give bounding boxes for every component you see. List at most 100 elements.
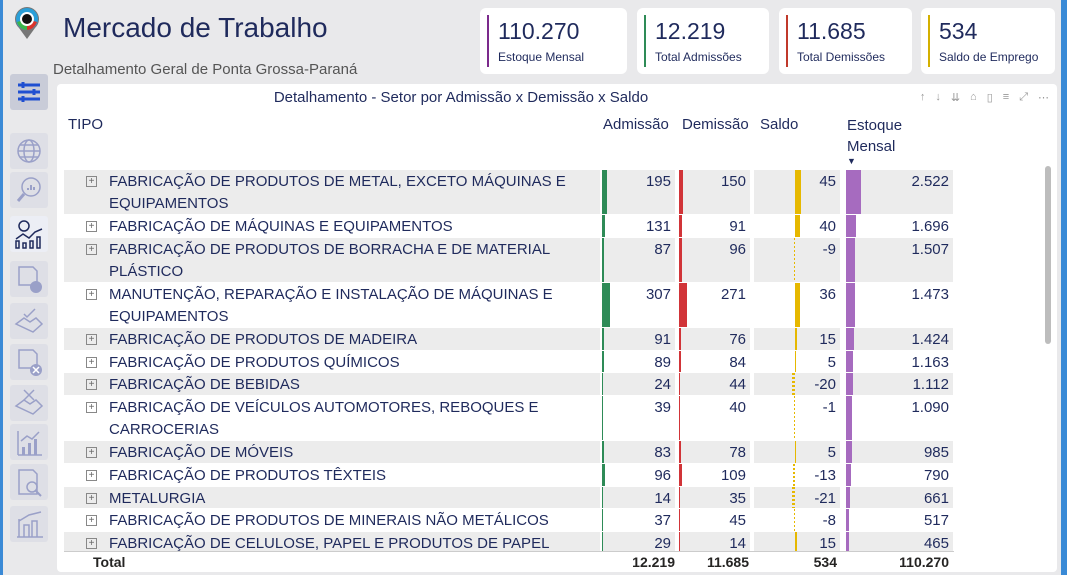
row-name-cell: + MANUTENÇÃO, REPARAÇÃO E INSTALAÇÃO DE M… bbox=[64, 283, 600, 327]
vertical-scrollbar[interactable] bbox=[1045, 166, 1051, 344]
header-estoque-mensal[interactable]: Estoque Mensal bbox=[847, 117, 903, 155]
saldo-value: 45 bbox=[819, 173, 836, 190]
sidebar-item-building-chart[interactable] bbox=[10, 506, 48, 542]
estoque-cell: 517 bbox=[846, 509, 953, 531]
admissao-bar bbox=[602, 328, 605, 350]
estoque-value: 2.522 bbox=[911, 173, 949, 190]
header-tipo[interactable]: TIPO bbox=[68, 116, 104, 133]
admissao-bar bbox=[602, 373, 603, 395]
table-row[interactable]: + FABRICAÇÃO DE MÓVEIS 83 78 5 985 bbox=[64, 441, 954, 464]
card-label: Total Admissões bbox=[655, 50, 742, 64]
sidebar bbox=[3, 0, 50, 575]
row-name-cell: + FABRICAÇÃO DE PRODUTOS DE METAL, EXCETO… bbox=[64, 170, 600, 214]
estoque-value: 1.112 bbox=[912, 376, 949, 393]
admissao-bar bbox=[602, 464, 605, 486]
demissao-bar bbox=[679, 351, 682, 372]
table-row[interactable]: + FABRICAÇÃO DE CELULOSE, PAPEL E PRODUTO… bbox=[64, 532, 954, 551]
table-row[interactable]: + FABRICAÇÃO DE PRODUTOS DE BORRACHA E DE… bbox=[64, 238, 954, 283]
saldo-value: -21 bbox=[814, 490, 836, 507]
expand-plus-icon[interactable]: + bbox=[86, 402, 97, 413]
saldo-value: 5 bbox=[827, 354, 836, 371]
admissao-bar bbox=[602, 396, 604, 440]
row-tipo: FABRICAÇÃO DE PRODUTOS TÊXTEIS bbox=[109, 467, 387, 484]
sidebar-item-search-chart[interactable] bbox=[10, 172, 48, 208]
sort-up-icon[interactable]: ↑ bbox=[919, 91, 926, 103]
row-tipo: MANUTENÇÃO, REPARAÇÃO E INSTALAÇÃO DE MÁ… bbox=[109, 286, 553, 325]
expand-plus-icon[interactable]: + bbox=[86, 357, 97, 368]
demissao-cell: 96 bbox=[679, 238, 750, 282]
sidebar-item-globe[interactable] bbox=[10, 133, 48, 169]
saldo-bar bbox=[793, 509, 795, 531]
expand-plus-icon[interactable]: + bbox=[86, 538, 97, 549]
table-row[interactable]: + FABRICAÇÃO DE VEÍCULOS AUTOMOTORES, REB… bbox=[64, 396, 954, 441]
table-row[interactable]: + FABRICAÇÃO DE BEBIDAS 24 44 -20 1.112 bbox=[64, 373, 954, 396]
header-admissao[interactable]: Admissão bbox=[603, 116, 669, 133]
sidebar-item-bar-chart-up[interactable] bbox=[10, 424, 48, 460]
filter-icon[interactable]: ≡ bbox=[1002, 91, 1010, 103]
sidebar-item-handshake-check[interactable] bbox=[10, 303, 48, 339]
admissao-cell: 24 bbox=[602, 373, 675, 395]
demissao-cell: 44 bbox=[679, 373, 750, 395]
table-row[interactable]: + FABRICAÇÃO DE PRODUTOS TÊXTEIS 96 109 -… bbox=[64, 464, 954, 487]
table-row[interactable]: + MANUTENÇÃO, REPARAÇÃO E INSTALAÇÃO DE M… bbox=[64, 283, 954, 328]
table-row[interactable]: + METALURGIA 14 35 -21 661 bbox=[64, 487, 954, 509]
demissao-cell: 45 bbox=[679, 509, 750, 531]
expand-plus-icon[interactable]: + bbox=[86, 334, 97, 345]
header-saldo[interactable]: Saldo bbox=[760, 116, 799, 133]
estoque-cell: 1.696 bbox=[846, 215, 953, 237]
expand-plus-icon[interactable]: + bbox=[86, 221, 97, 232]
expand-all-icon[interactable]: ⇊ bbox=[950, 92, 961, 104]
sidebar-item-document-search[interactable] bbox=[10, 464, 48, 500]
demissao-value: 84 bbox=[729, 354, 746, 371]
table-row[interactable]: + FABRICAÇÃO DE PRODUTOS DE MINERAIS NÃO … bbox=[64, 509, 954, 532]
sidebar-item-document-check[interactable] bbox=[10, 261, 48, 297]
estoque-cell: 2.522 bbox=[846, 170, 953, 214]
admissao-bar bbox=[602, 532, 603, 551]
estoque-bar bbox=[846, 328, 855, 350]
expand-plus-icon[interactable]: + bbox=[86, 493, 97, 504]
card-value: 534 bbox=[939, 18, 978, 44]
admissao-bar bbox=[602, 351, 605, 372]
expand-plus-icon[interactable]: + bbox=[86, 515, 97, 526]
estoque-cell: 1.473 bbox=[846, 283, 953, 327]
demissao-value: 96 bbox=[729, 241, 746, 258]
expand-plus-icon[interactable]: + bbox=[86, 244, 97, 255]
window-border bbox=[1061, 0, 1067, 575]
sidebar-item-handshake-x[interactable] bbox=[10, 385, 48, 421]
estoque-bar bbox=[846, 351, 853, 372]
header-demissao[interactable]: Demissão bbox=[682, 116, 749, 133]
expand-plus-icon[interactable]: + bbox=[86, 447, 97, 458]
sidebar-item-finance-chart[interactable] bbox=[10, 216, 48, 252]
focus-mode-icon[interactable]: ⤢ bbox=[1019, 91, 1028, 103]
page-title: Mercado de Trabalho bbox=[63, 12, 328, 43]
expand-plus-icon[interactable]: + bbox=[86, 289, 97, 300]
expand-plus-icon[interactable]: + bbox=[86, 379, 97, 390]
admissao-cell: 39 bbox=[602, 396, 675, 440]
admissao-value: 24 bbox=[654, 376, 671, 393]
table-row[interactable]: + FABRICAÇÃO DE PRODUTOS QUÍMICOS 89 84 5… bbox=[64, 351, 954, 373]
total-demissao: 11.685 bbox=[706, 554, 749, 570]
copy-icon[interactable]: ▯ bbox=[986, 92, 993, 104]
more-options-icon[interactable]: ⋯ bbox=[1038, 92, 1049, 104]
filters-icon bbox=[18, 82, 40, 102]
table-row[interactable]: + FABRICAÇÃO DE PRODUTOS DE METAL, EXCETO… bbox=[64, 170, 954, 215]
card-saldo-emprego: 534 Saldo de Emprego bbox=[921, 8, 1055, 74]
expand-plus-icon[interactable]: + bbox=[86, 176, 97, 187]
sidebar-item-filters[interactable] bbox=[10, 74, 48, 110]
demissao-bar bbox=[679, 283, 687, 327]
row-tipo: METALURGIA bbox=[109, 490, 206, 507]
demissao-bar bbox=[679, 532, 680, 551]
demissao-cell: 40 bbox=[679, 396, 750, 440]
card-total-admissoes: 12.219 Total Admissões bbox=[637, 8, 769, 74]
saldo-cell: -1 bbox=[754, 396, 840, 440]
saldo-bar bbox=[794, 396, 795, 440]
drill-up-icon[interactable]: ⌂ bbox=[970, 91, 977, 103]
row-name-cell: + FABRICAÇÃO DE MÓVEIS bbox=[64, 441, 600, 463]
estoque-bar bbox=[846, 396, 853, 440]
demissao-value: 271 bbox=[720, 286, 746, 303]
sidebar-item-document-x[interactable] bbox=[10, 344, 48, 380]
sort-down-icon[interactable]: ↓ bbox=[935, 91, 941, 103]
expand-plus-icon[interactable]: + bbox=[86, 470, 97, 481]
table-row[interactable]: + FABRICAÇÃO DE MÁQUINAS E EQUIPAMENTOS 1… bbox=[64, 215, 954, 238]
table-row[interactable]: + FABRICAÇÃO DE PRODUTOS DE MADEIRA 91 76… bbox=[64, 328, 954, 351]
